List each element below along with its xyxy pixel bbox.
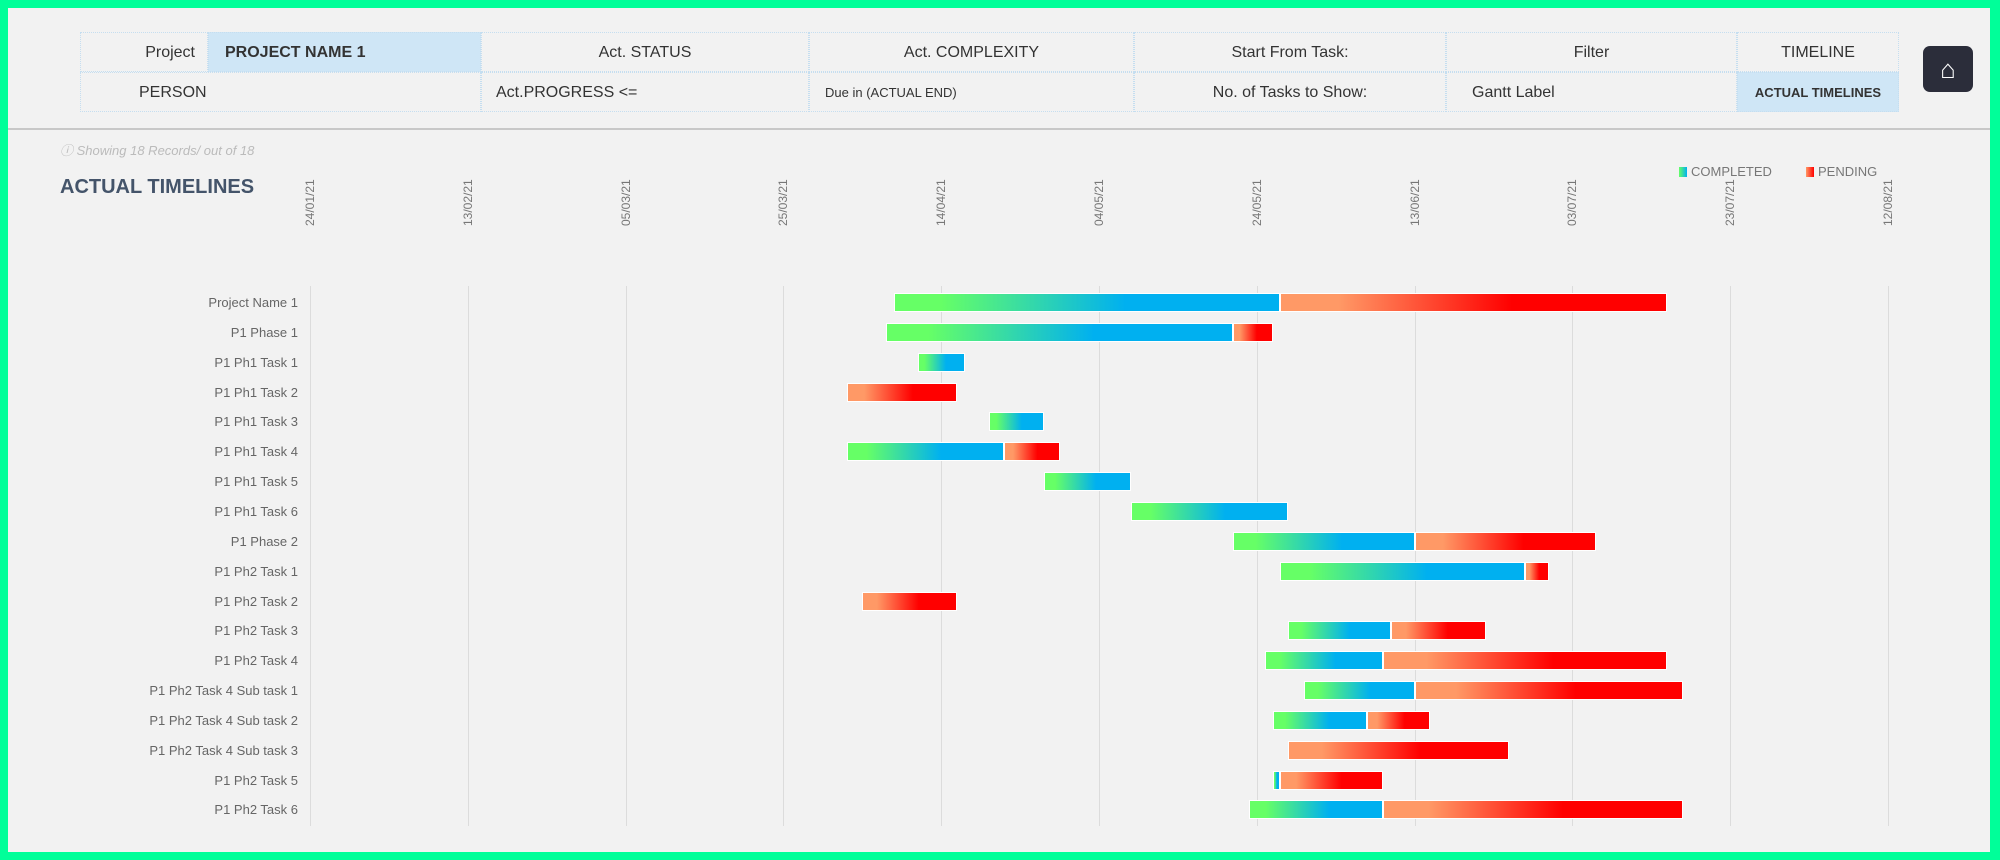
legend-completed-label: COMPLETED <box>1691 164 1772 179</box>
task-label: P1 Ph1 Task 6 <box>214 503 298 519</box>
records-info: ⓘ Showing 18 Records/ out of 18 <box>60 140 254 159</box>
home-button[interactable]: ⌂ <box>1923 46 1973 92</box>
bar-pending <box>1367 710 1431 730</box>
x-tick-label: 23/07/21 <box>1723 179 1738 226</box>
bar-completed <box>1043 472 1131 492</box>
bar-completed <box>1288 621 1391 641</box>
task-label: P1 Ph2 Task 4 <box>214 653 298 669</box>
task-label: P1 Ph1 Task 4 <box>214 444 298 460</box>
bar-completed <box>846 442 1005 462</box>
person-filter[interactable]: PERSON <box>80 72 481 112</box>
bar-pending <box>1004 442 1060 462</box>
start-from-task-field[interactable]: Start From Task: <box>1134 32 1446 72</box>
gridline <box>625 286 627 826</box>
complexity-filter[interactable]: Act. COMPLEXITY <box>809 32 1134 72</box>
gridline <box>467 286 469 826</box>
info-icon: ⓘ <box>60 143 77 158</box>
legend-completed: COMPLETED <box>1679 164 1772 179</box>
dashboard: Project PROJECT NAME 1 Act. STATUS Act. … <box>8 8 1990 852</box>
tasks-to-show-field[interactable]: No. of Tasks to Show: <box>1134 72 1446 112</box>
bar-pending <box>1383 800 1683 820</box>
bar-completed <box>1233 531 1415 551</box>
x-tick-label: 13/06/21 <box>1407 179 1422 226</box>
x-tick-label: 04/05/21 <box>1092 179 1106 226</box>
bar-completed <box>917 352 965 372</box>
gridline <box>1414 286 1416 826</box>
status-filter[interactable]: Act. STATUS <box>481 32 809 72</box>
task-label: P1 Ph1 Task 5 <box>214 474 298 490</box>
task-label: P1 Ph2 Task 1 <box>214 563 298 579</box>
bar-completed <box>893 293 1281 312</box>
bar-pending <box>1390 621 1486 641</box>
bar-pending <box>1414 681 1683 701</box>
x-tick-label: 14/04/21 <box>934 179 949 226</box>
x-tick-label: 24/01/21 <box>303 179 317 226</box>
legend-pending: PENDING <box>1806 164 1877 179</box>
task-label: P1 Phase 2 <box>230 533 298 549</box>
task-label: P1 Ph2 Task 5 <box>214 772 298 788</box>
bar-completed <box>1130 501 1289 521</box>
task-label: P1 Ph2 Task 3 <box>214 623 298 639</box>
gantt-label-select[interactable]: ACTUAL TIMELINES <box>1737 72 1899 112</box>
task-label: P1 Ph1 Task 3 <box>214 414 298 430</box>
due-filter[interactable]: Due in (ACTUAL END) <box>809 72 1134 112</box>
filter-field[interactable]: Filter <box>1446 32 1737 72</box>
task-label: P1 Ph1 Task 2 <box>214 384 298 400</box>
chart-title: ACTUAL TIMELINES <box>60 176 255 198</box>
timeline-label: TIMELINE <box>1737 32 1899 72</box>
bar-completed <box>1272 710 1368 730</box>
bar-completed <box>885 322 1234 342</box>
gridline <box>1888 286 1889 826</box>
bar-pending <box>846 382 957 402</box>
project-select[interactable]: PROJECT NAME 1 <box>208 32 481 72</box>
x-tick-label: 13/02/21 <box>460 179 475 226</box>
bar-pending <box>862 591 957 611</box>
task-label: P1 Phase 1 <box>230 324 298 340</box>
task-label: P1 Ph2 Task 4 Sub task 3 <box>149 742 298 758</box>
task-label: P1 Ph2 Task 2 <box>214 593 298 609</box>
bar-pending <box>1280 293 1668 312</box>
bar-completed <box>988 412 1044 432</box>
bar-completed <box>1280 561 1526 581</box>
legend-pending-label: PENDING <box>1818 164 1878 179</box>
gridline <box>1099 286 1100 826</box>
project-label: Project <box>80 32 208 72</box>
gridline <box>1730 286 1732 826</box>
x-tick-label: 12/08/21 <box>1881 179 1895 226</box>
home-icon: ⌂ <box>1940 54 1956 84</box>
gridline <box>1256 286 1258 826</box>
task-label: P1 Ph2 Task 4 Sub task 1 <box>149 683 298 699</box>
task-label: P1 Ph2 Task 4 Sub task 2 <box>149 712 298 728</box>
gantt-label-field: Gantt Label <box>1446 72 1737 112</box>
records-info-text: Showing 18 Records/ out of 18 <box>76 143 255 158</box>
bar-pending <box>1233 322 1273 342</box>
bar-pending <box>1525 561 1549 581</box>
bar-completed <box>1304 681 1415 701</box>
bar-completed <box>1248 800 1384 820</box>
gridline <box>310 286 311 826</box>
divider <box>8 128 1990 130</box>
x-tick-label: 03/07/21 <box>1565 179 1580 226</box>
x-tick-label: 24/05/21 <box>1249 179 1264 226</box>
gridline <box>783 286 785 826</box>
bar-pending <box>1280 770 1384 790</box>
task-label: Project Name 1 <box>208 295 298 310</box>
task-label: P1 Ph2 Task 6 <box>214 802 298 818</box>
task-label: P1 Ph1 Task 1 <box>214 354 298 370</box>
bar-pending <box>1288 740 1510 760</box>
x-tick-label: 25/03/21 <box>776 179 791 226</box>
bar-pending <box>1383 651 1668 671</box>
bar-completed <box>1264 651 1384 671</box>
gridline <box>1572 286 1574 826</box>
gridline <box>941 286 943 826</box>
x-tick-label: 05/03/21 <box>618 179 633 226</box>
bar-completed <box>1272 770 1281 790</box>
bar-pending <box>1414 531 1597 551</box>
progress-filter[interactable]: Act.PROGRESS <= <box>481 72 809 112</box>
